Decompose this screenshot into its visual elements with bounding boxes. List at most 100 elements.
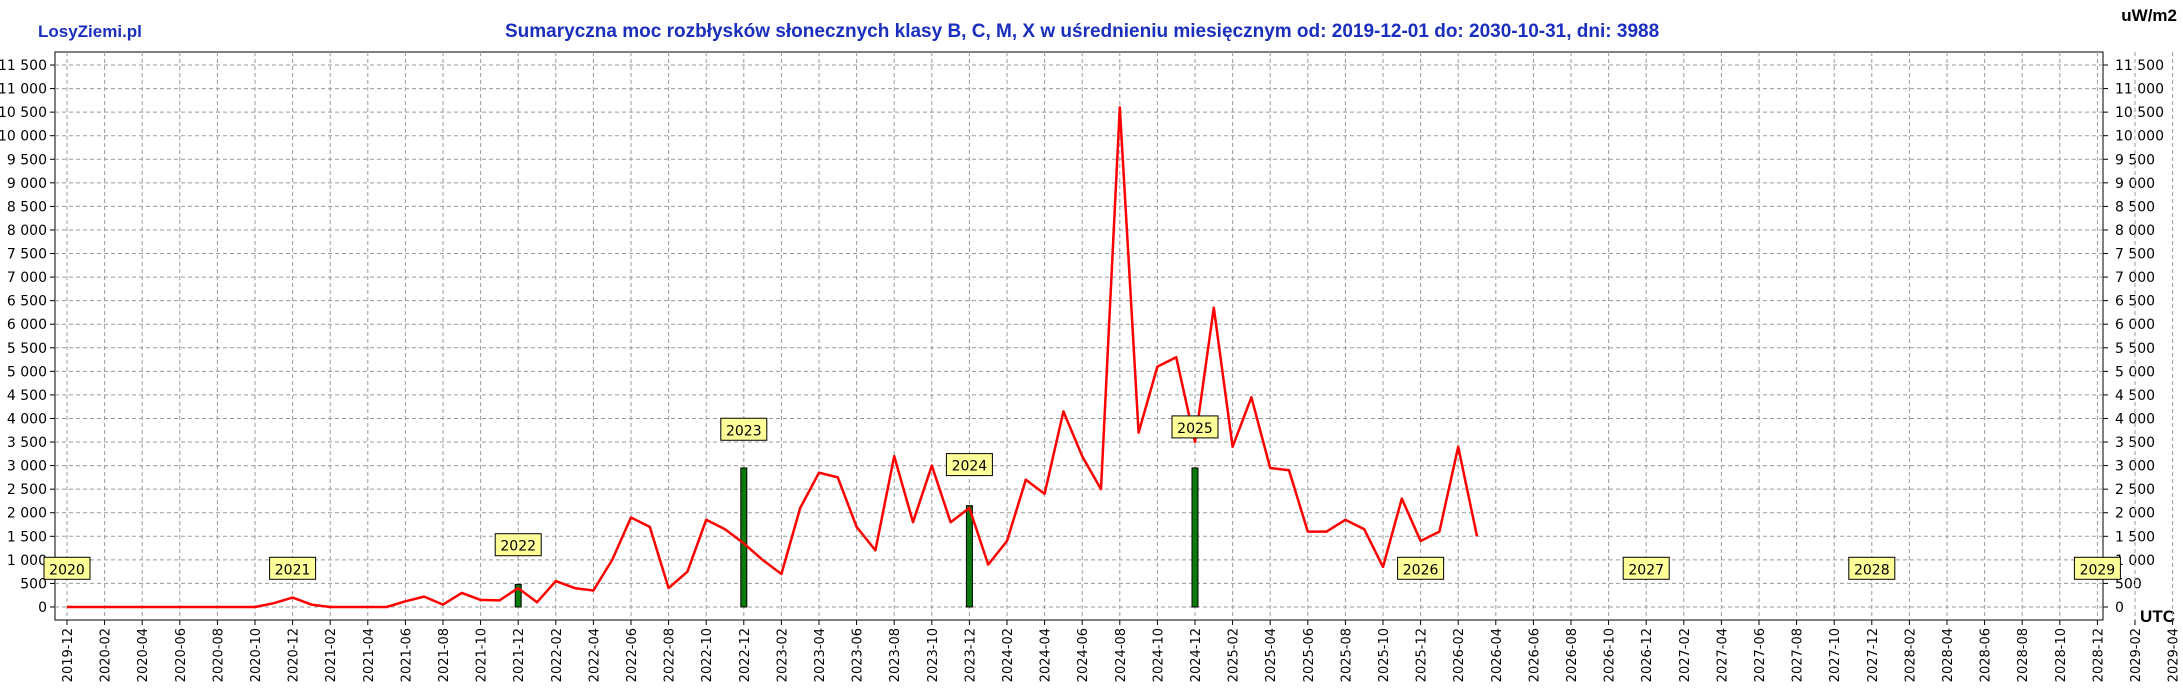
y-tick-label-left: 8 000 <box>7 223 47 239</box>
x-tick-label: 2022-12 <box>738 628 753 682</box>
y-tick-label-left: 3 500 <box>7 435 47 451</box>
x-tick-label: 2026-04 <box>1490 628 1505 682</box>
x-tick-label: 2020-12 <box>287 628 302 682</box>
year-label: 2028 <box>1854 562 1890 578</box>
y-tick-label-left: 500 <box>20 576 47 592</box>
x-tick-label: 2025-12 <box>1415 628 1430 682</box>
x-tick-label: 2027-06 <box>1753 628 1768 682</box>
y-tick-label-right: 10 500 <box>2115 105 2164 121</box>
y-tick-label-left: 2 500 <box>7 482 47 498</box>
year-label: 2026 <box>1403 562 1439 578</box>
x-tick-label: 2027-12 <box>1866 628 1881 682</box>
year-bar <box>740 467 748 608</box>
y-tick-label-left: 6 500 <box>7 294 47 310</box>
x-tick-label: 2025-10 <box>1377 628 1392 682</box>
plot-frame <box>54 51 2104 621</box>
x-tick-label: 2021-08 <box>437 628 452 682</box>
x-tick-label: 2023-08 <box>888 628 903 682</box>
year-label-box <box>720 417 768 441</box>
x-tick-label: 2023-02 <box>775 628 790 682</box>
x-tick-label: 2028-04 <box>1941 628 1956 682</box>
y-tick-label-left: 6 000 <box>7 317 47 333</box>
y-tick-label-left: 0 <box>38 600 47 616</box>
year-label-box <box>1622 556 1670 580</box>
y-tick-label-right: 11 500 <box>2115 58 2164 74</box>
x-tick-label: 2024-12 <box>1189 628 1204 682</box>
year-label-box <box>1848 556 1896 580</box>
x-tick-label: 2027-08 <box>1791 628 1806 682</box>
x-tick-label: 2021-06 <box>399 628 414 682</box>
x-tick-label: 2024-06 <box>1076 628 1091 682</box>
y-tick-label-left: 9 000 <box>7 176 47 192</box>
x-tick-label: 2020-04 <box>136 628 151 682</box>
year-label-box <box>2073 556 2121 580</box>
year-label: 2029 <box>2080 562 2116 578</box>
x-tick-label: 2020-08 <box>211 628 226 682</box>
y-tick-label-right: 2 000 <box>2115 506 2155 522</box>
y-tick-label-left: 1 000 <box>7 553 47 569</box>
x-tick-label: 2024-04 <box>1039 628 1054 682</box>
y-tick-label-right: 1 000 <box>2115 553 2155 569</box>
x-tick-label: 2025-02 <box>1227 628 1242 682</box>
x-tick-label: 2028-12 <box>2091 628 2106 682</box>
x-tick-label: 2021-10 <box>475 628 490 682</box>
y-tick-label-left: 11 000 <box>0 82 47 98</box>
y-tick-label-left: 10 000 <box>0 129 47 145</box>
x-tick-label: 2026-06 <box>1527 628 1542 682</box>
y-tick-label-left: 11 500 <box>0 58 47 74</box>
y-tick-label-left: 5 000 <box>7 364 47 380</box>
year-label: 2024 <box>952 459 988 475</box>
x-tick-label: 2023-04 <box>813 628 828 682</box>
x-tick-label: 2023-12 <box>963 628 978 682</box>
x-tick-label: 2028-08 <box>2016 628 2031 682</box>
x-tick-label: 2019-12 <box>61 628 76 682</box>
x-tick-label: 2022-10 <box>700 628 715 682</box>
year-bar <box>514 583 522 608</box>
year-label: 2025 <box>1177 421 1213 437</box>
x-tick-label: 2028-06 <box>1979 628 1994 682</box>
x-tick-label: 2026-10 <box>1603 628 1618 682</box>
x-tick-label: 2026-08 <box>1565 628 1580 682</box>
x-tick-label: 2022-08 <box>663 628 678 682</box>
y-tick-label-right: 5 000 <box>2115 364 2155 380</box>
y-tick-label-left: 3 000 <box>7 459 47 475</box>
x-tick-label: 2027-02 <box>1678 628 1693 682</box>
y-tick-label-right: 7 500 <box>2115 247 2155 263</box>
x-tick-label: 2022-06 <box>625 628 640 682</box>
y-tick-label-right: 10 000 <box>2115 129 2164 145</box>
y-tick-label-left: 10 500 <box>0 105 47 121</box>
y-tick-label-left: 9 500 <box>7 152 47 168</box>
series-line <box>67 106 1479 609</box>
year-label: 2020 <box>49 562 85 578</box>
x-tick-label: 2028-10 <box>2054 628 2069 682</box>
year-label: 2021 <box>275 562 311 578</box>
x-tick-label: 2021-12 <box>512 628 527 682</box>
x-tick-label: 2027-10 <box>1828 628 1843 682</box>
year-label: 2022 <box>500 539 536 555</box>
y-tick-label-right: 0 <box>2115 600 2124 616</box>
x-tick-label: 2020-06 <box>174 628 189 682</box>
x-tick-label: 2029-02 <box>2129 628 2144 682</box>
y-tick-label-right: 6 500 <box>2115 294 2155 310</box>
x-tick-label: 2029-04 <box>2167 628 2182 682</box>
y-tick-label-left: 2 000 <box>7 506 47 522</box>
x-tick-label: 2021-04 <box>362 628 377 682</box>
y-tick-label-right: 9 000 <box>2115 176 2155 192</box>
y-tick-label-right: 11 000 <box>2115 82 2164 98</box>
y-tick-label-left: 7 000 <box>7 270 47 286</box>
x-tick-label: 2020-10 <box>249 628 264 682</box>
y-tick-label-right: 2 500 <box>2115 482 2155 498</box>
y-tick-label-left: 7 500 <box>7 247 47 263</box>
chart-title: Sumaryczna moc rozbłysków słonecznych kl… <box>505 21 1660 42</box>
x-tick-label: 2026-02 <box>1452 628 1467 682</box>
x-tick-label: 2025-08 <box>1339 628 1354 682</box>
year-label-box <box>945 453 993 477</box>
x-tick-label: 2022-02 <box>550 628 565 682</box>
x-tick-label: 2023-06 <box>851 628 866 682</box>
year-label-box <box>43 556 91 580</box>
x-tick-label: 2028-02 <box>1903 628 1918 682</box>
y-tick-label-left: 8 500 <box>7 199 47 215</box>
year-label: 2023 <box>726 423 762 439</box>
x-tick-label: 2024-02 <box>1001 628 1016 682</box>
